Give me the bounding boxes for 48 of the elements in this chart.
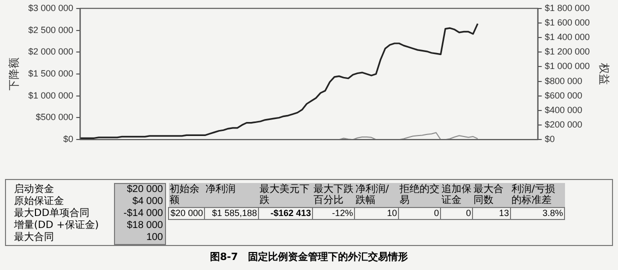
y-tick-label: $1 000 000: [28, 90, 74, 100]
text: 最大DD单项合同: [14, 208, 90, 220]
text: -$14 000: [122, 208, 164, 220]
text: 最大下跌百分比: [314, 184, 354, 206]
text: 利润/亏损的标准差: [512, 184, 564, 206]
text: 0: [440, 208, 472, 220]
text: $18 000: [126, 220, 164, 232]
text: 0: [398, 208, 440, 220]
y-tick-label: $2 000 000: [28, 46, 74, 57]
y2-tick-label: $800 000: [544, 76, 582, 86]
text: $1 585,188: [204, 208, 258, 220]
y-tick-label: $0: [63, 134, 74, 144]
text: 启动资金: [14, 184, 54, 196]
text: 3.8%: [510, 208, 564, 220]
y2-tick-label: $1 600 000: [544, 17, 590, 28]
y2-tick-label: $1 000 000: [544, 61, 590, 72]
text: $20 000: [168, 208, 204, 220]
text: 100: [145, 232, 164, 244]
y2-tick-label: $200 000: [544, 120, 582, 130]
text: -12%: [312, 208, 354, 220]
text: 最大美元下跌: [260, 184, 312, 206]
y2-tick-label: $0: [544, 134, 555, 144]
text: 10: [354, 208, 398, 220]
y2-tick-label: $1 200 000: [544, 46, 590, 57]
y2-axis-title: 权益: [598, 62, 611, 85]
text: 最大合同: [14, 232, 54, 244]
text: $4 000: [131, 196, 164, 208]
text: 13: [472, 208, 510, 220]
y-tick-label: $500 000: [36, 112, 74, 122]
y-tick-label: $2 500 000: [28, 24, 74, 35]
text: $20 000: [126, 184, 164, 196]
text: 初始余额: [170, 184, 204, 206]
text: 净利润: [206, 184, 236, 195]
text: 追加保证金: [442, 184, 472, 206]
y2-tick-label: $1 800 000: [544, 2, 590, 13]
text: 增量(DD +保证金): [14, 220, 99, 232]
text: 拒绝的交易: [400, 184, 440, 206]
y-tick-label: $1 500 000: [28, 68, 74, 78]
y2-tick-label: $400 000: [544, 104, 582, 115]
y2-tick-label: $1 400 000: [544, 32, 590, 42]
text: 净利润/跌幅: [356, 184, 398, 206]
caption: 图8-7 固定比例资金管理下的外汇交易情形: [208, 250, 410, 264]
text: 最大合同数: [474, 184, 510, 206]
text: 原始保证金: [14, 196, 64, 208]
y-tick-label: $3 000 000: [28, 2, 74, 13]
y2-tick-label: $600 000: [544, 90, 582, 100]
y-axis-title: 下降额: [7, 58, 20, 90]
text: -$162 413: [258, 208, 312, 220]
